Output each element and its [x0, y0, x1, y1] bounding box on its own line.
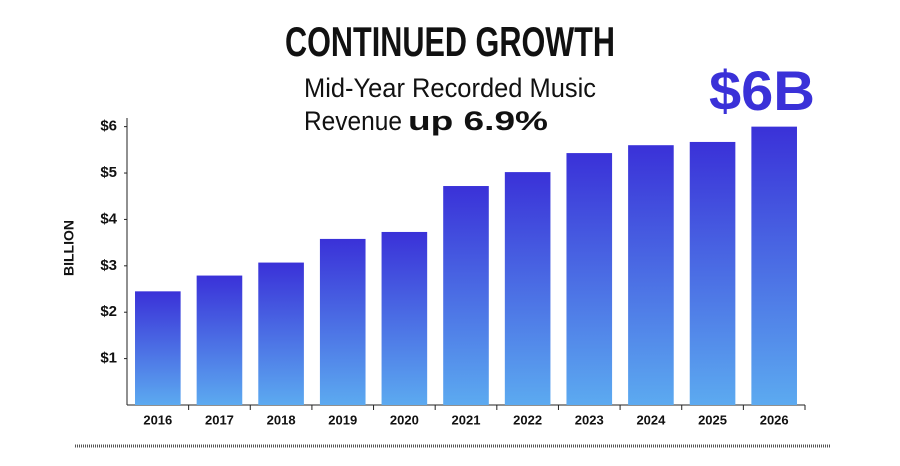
subtitle: Revenue: [304, 106, 402, 136]
x-tick-label: 2026: [760, 412, 789, 427]
x-tick-label: 2024: [636, 412, 666, 427]
x-tick-label: 2020: [390, 412, 419, 427]
x-tick-label: 2018: [267, 412, 296, 427]
x-tick-label: 2017: [205, 412, 234, 427]
bar: [196, 275, 243, 405]
y-tick-label: $4: [100, 210, 117, 227]
bar: [258, 262, 304, 405]
bar: [135, 291, 181, 405]
y-axis-label: BILLION: [61, 220, 77, 276]
subtitle-highlight: up 6.9%: [408, 106, 548, 136]
y-tick-label: $1: [100, 350, 117, 367]
bar: [751, 126, 797, 405]
x-tick-label: 2016: [143, 412, 172, 427]
x-tick-label: 2021: [452, 412, 481, 427]
bar: [566, 153, 613, 405]
y-tick-label: $2: [100, 303, 117, 320]
y-tick-label: $5: [100, 164, 117, 181]
x-tick-label: 2023: [575, 412, 604, 427]
x-tick-label: 2025: [698, 412, 727, 427]
y-tick-label: $3: [100, 257, 117, 274]
bar: [381, 231, 428, 405]
bar: [689, 141, 736, 406]
bar: [504, 172, 551, 405]
bar: [319, 238, 366, 405]
x-tick-label: 2019: [328, 412, 357, 427]
bar: [443, 186, 489, 405]
annotation: $6B: [709, 59, 815, 122]
x-tick-label: 2022: [513, 412, 542, 427]
chart-title: CONTINUED GROWTH: [285, 18, 615, 65]
subtitle: Mid-Year Recorded Music: [304, 73, 596, 103]
y-tick-label: $6: [100, 118, 117, 135]
bar: [628, 145, 674, 405]
